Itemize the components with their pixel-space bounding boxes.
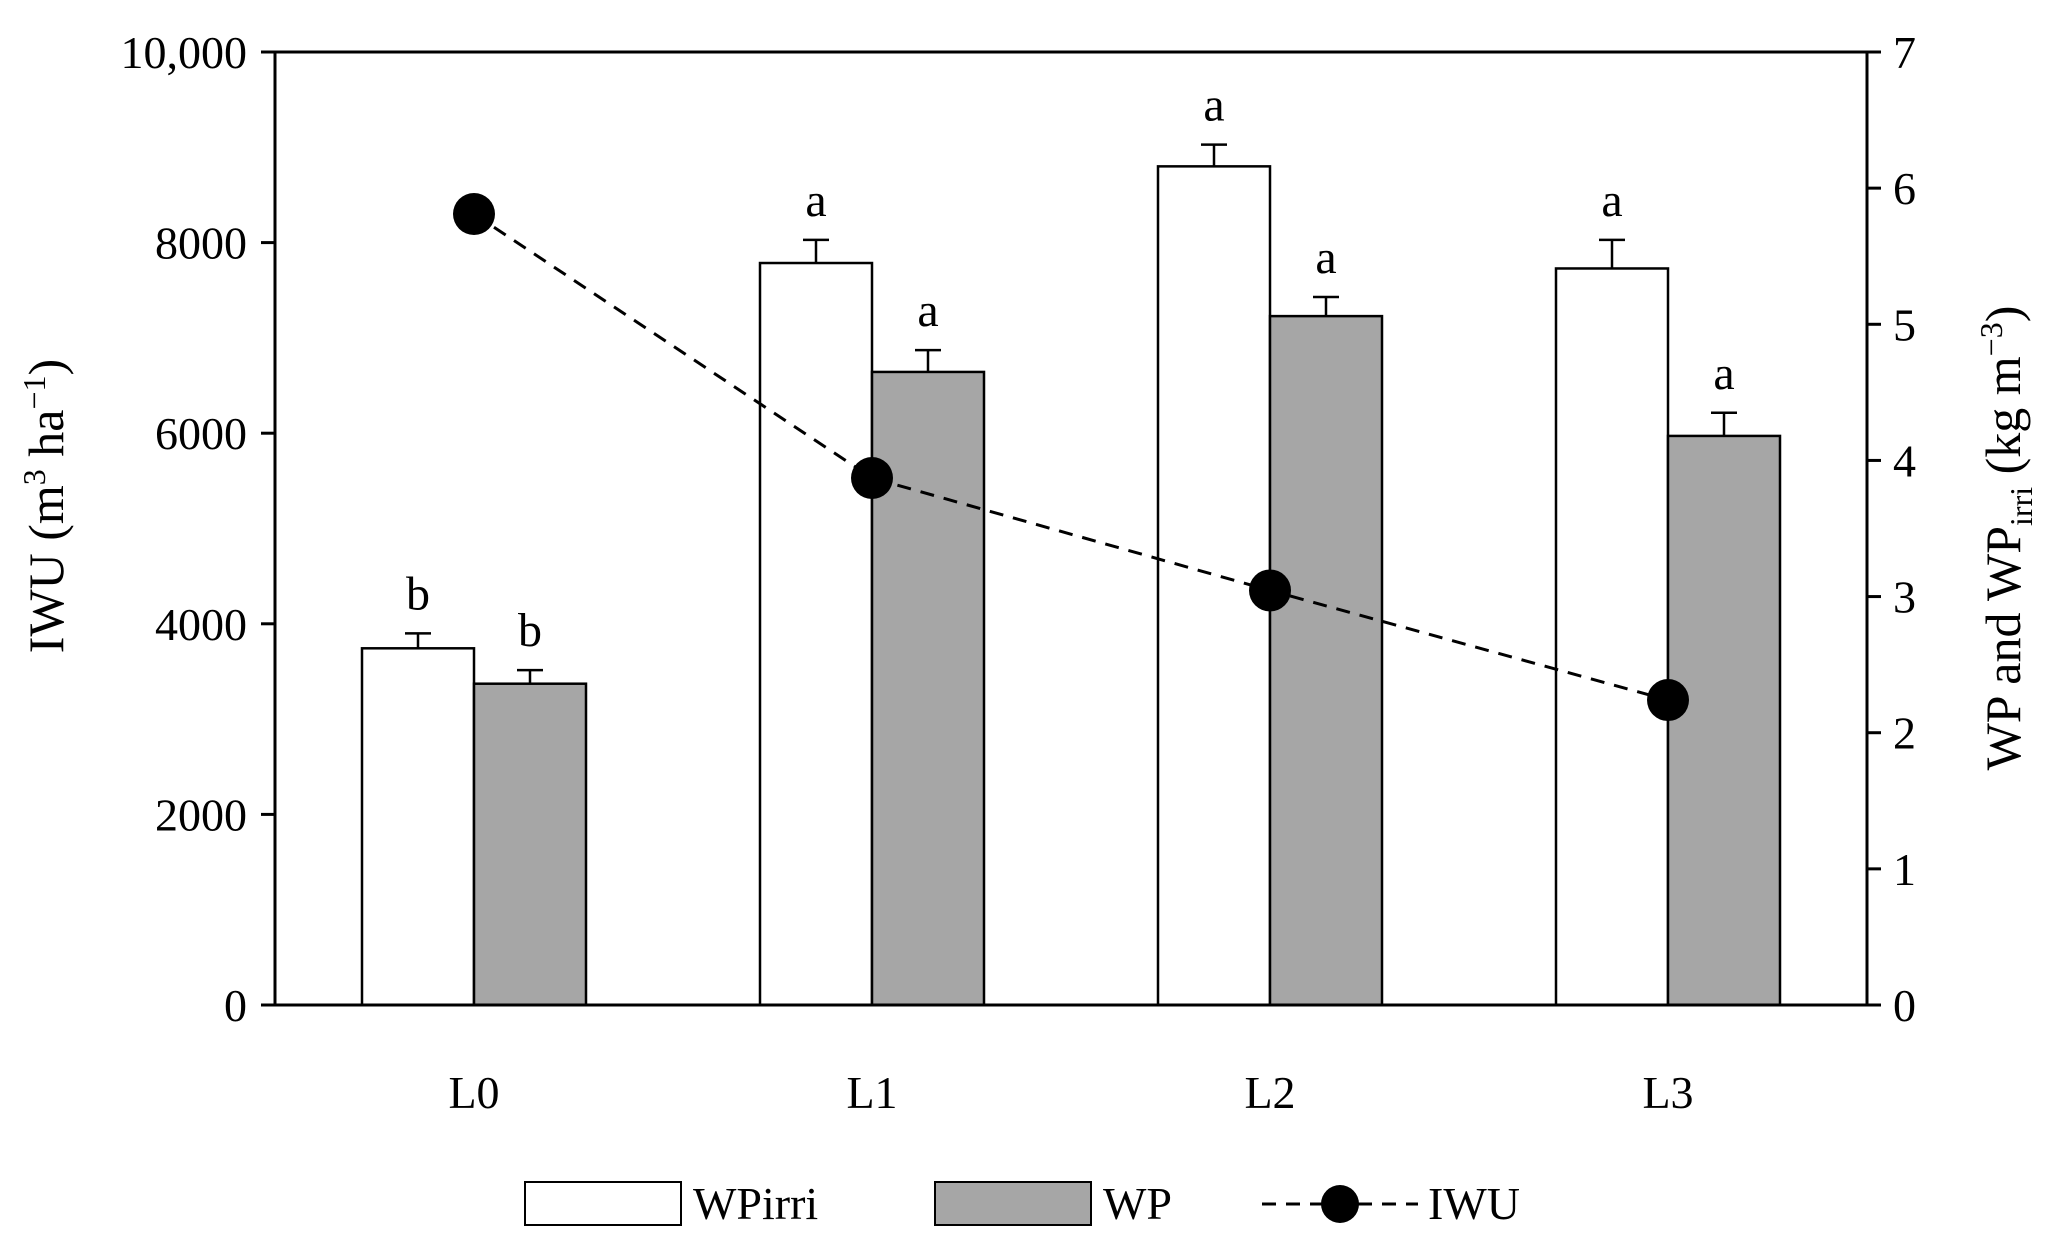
significance-label: a [1713, 347, 1734, 400]
significance-label: a [1315, 231, 1336, 284]
significance-label: a [917, 284, 938, 337]
axis-frame: 0 2000 4000 6000 8000 10,000 0 1 2 3 4 5 6 7 L0 L1 L2 L3 [121, 27, 1917, 1118]
iwu-point [453, 193, 495, 236]
bar-wp [1666, 434, 1782, 1007]
legend-swatch-iwu-marker [1321, 1185, 1359, 1223]
legend: WPirri WP IWU [524, 1178, 1520, 1229]
right-axis-tick-label: 1 [1893, 844, 1916, 895]
right-axis-tick-label: 6 [1893, 163, 1916, 214]
bar-wpirri [1554, 267, 1670, 1007]
bar-wp [1268, 314, 1384, 1007]
legend-swatch-wpirri [524, 1181, 682, 1226]
bar-wp [472, 682, 588, 1007]
legend-label-wpirri: WPirri [693, 1178, 818, 1229]
left-axis-tick-label: 6000 [155, 408, 247, 459]
significance-label: a [1203, 79, 1224, 132]
right-axis-tick-label: 4 [1893, 435, 1916, 486]
left-axis-tick-label: 4000 [155, 599, 247, 650]
legend-swatch-wp [934, 1181, 1092, 1226]
left-axis-tick-label: 10,000 [121, 27, 248, 78]
legend-label-iwu: IWU [1428, 1178, 1520, 1229]
right-axis-tick-label: 2 [1893, 708, 1916, 759]
left-axis-tick-label: 8000 [155, 218, 247, 269]
bar-wpirri [758, 261, 874, 1007]
iwu-point [851, 456, 893, 499]
iwu-point [1249, 569, 1291, 612]
right-axis-tick-label: 0 [1893, 980, 1916, 1031]
category-label: L2 [1244, 1067, 1295, 1118]
category-label: L3 [1642, 1067, 1693, 1118]
left-axis-tick-label: 2000 [155, 789, 247, 840]
legend-label-wp: WP [1103, 1178, 1172, 1229]
iwu-point [1647, 679, 1689, 722]
significance-label: a [1601, 174, 1622, 227]
iwu-line-layer [453, 193, 1689, 722]
left-axis-tick-label: 0 [224, 980, 247, 1031]
right-axis-tick-label: 5 [1893, 299, 1916, 350]
iwu-line [473, 212, 1669, 702]
category-label: L0 [448, 1067, 499, 1118]
left-axis-title: IWU (m3 ha−1) [16, 359, 74, 653]
significance-label: b [406, 567, 430, 620]
right-axis-tick-label: 3 [1893, 572, 1916, 623]
right-axis-title: WP and WPirri (kg m−3) [1973, 306, 2039, 771]
category-label: L1 [846, 1067, 897, 1118]
bar-wpirri [360, 647, 476, 1007]
right-axis-tick-label: 7 [1893, 27, 1916, 78]
bars-layer: b a a a b a a a [360, 79, 1782, 1007]
significance-label: b [518, 604, 542, 657]
significance-label: a [805, 174, 826, 227]
